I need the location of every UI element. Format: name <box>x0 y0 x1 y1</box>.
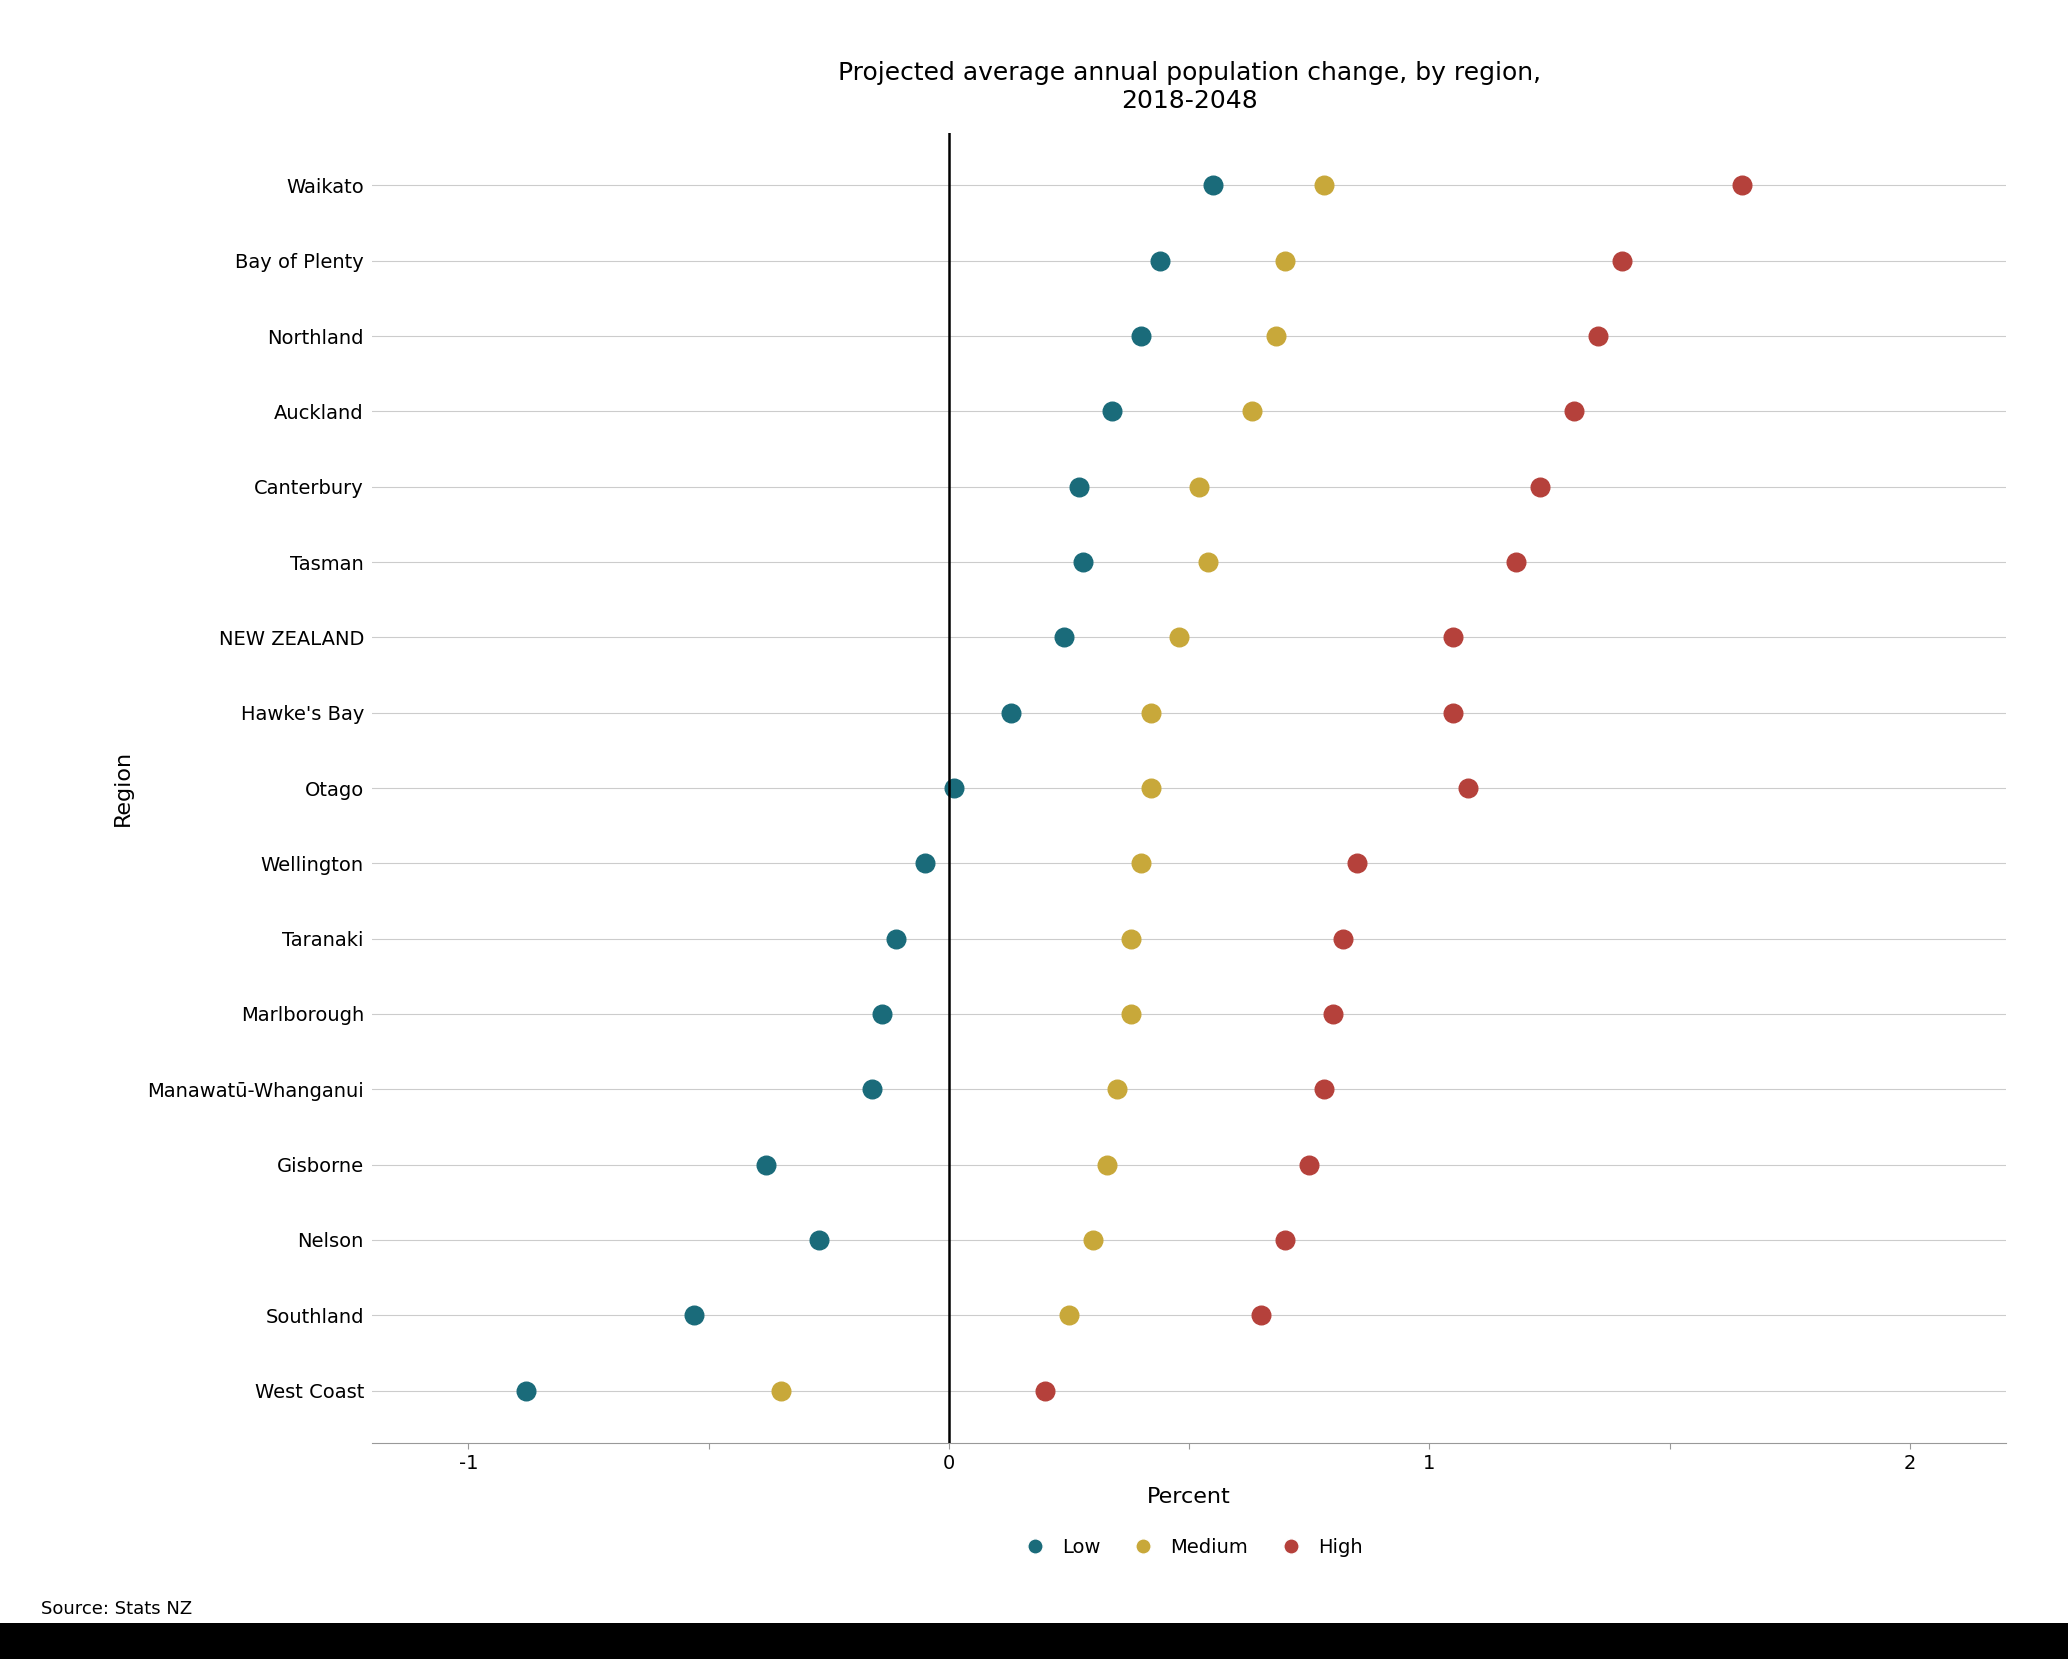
Text: Source: Stats NZ: Source: Stats NZ <box>41 1599 192 1618</box>
Point <box>751 1151 784 1178</box>
Point <box>1307 1077 1340 1103</box>
Point <box>1605 247 1638 274</box>
Point <box>509 1377 542 1404</box>
Point <box>1307 173 1340 199</box>
Point <box>1268 247 1301 274</box>
Point <box>1452 775 1485 801</box>
Point <box>1580 324 1613 350</box>
Point <box>1125 324 1158 350</box>
Point <box>1524 473 1557 499</box>
Point <box>1437 700 1470 727</box>
Point <box>1292 1151 1326 1178</box>
Point <box>802 1226 835 1253</box>
Point <box>1162 624 1195 650</box>
Point <box>1092 1151 1125 1178</box>
Legend: Low, Medium, High: Low, Medium, High <box>1007 1530 1371 1564</box>
Point <box>1100 1077 1133 1103</box>
Point <box>1340 849 1373 876</box>
Point <box>1096 398 1129 425</box>
Y-axis label: Region: Region <box>114 750 132 826</box>
Point <box>1183 473 1216 499</box>
Point <box>1499 549 1532 576</box>
Point <box>1245 1302 1278 1329</box>
X-axis label: Percent: Percent <box>1148 1488 1230 1508</box>
Point <box>1133 775 1166 801</box>
Point <box>1235 398 1268 425</box>
Point <box>1437 624 1470 650</box>
Point <box>1077 1226 1111 1253</box>
Point <box>1048 624 1082 650</box>
Title: Projected average annual population change, by region,
2018-2048: Projected average annual population chan… <box>838 61 1541 113</box>
Point <box>879 926 912 952</box>
Point <box>1197 173 1230 199</box>
Point <box>1725 173 1758 199</box>
Point <box>1326 926 1359 952</box>
Point <box>1115 1000 1148 1027</box>
Point <box>678 1302 711 1329</box>
Point <box>1144 247 1177 274</box>
Point <box>1125 849 1158 876</box>
Point <box>1053 1302 1086 1329</box>
Point <box>937 775 970 801</box>
Point <box>1063 473 1096 499</box>
Point <box>864 1000 898 1027</box>
Point <box>1191 549 1224 576</box>
Point <box>765 1377 798 1404</box>
Point <box>1133 700 1166 727</box>
Point <box>1115 926 1148 952</box>
Point <box>1317 1000 1350 1027</box>
Point <box>908 849 941 876</box>
Point <box>1067 549 1100 576</box>
Point <box>1268 1226 1301 1253</box>
Point <box>1259 324 1292 350</box>
Point <box>1557 398 1590 425</box>
Point <box>1028 1377 1061 1404</box>
Point <box>995 700 1028 727</box>
Point <box>856 1077 889 1103</box>
